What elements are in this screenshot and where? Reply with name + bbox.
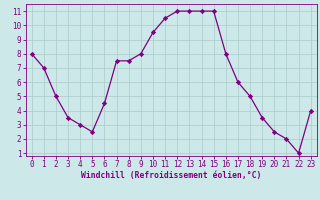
X-axis label: Windchill (Refroidissement éolien,°C): Windchill (Refroidissement éolien,°C) bbox=[81, 171, 261, 180]
